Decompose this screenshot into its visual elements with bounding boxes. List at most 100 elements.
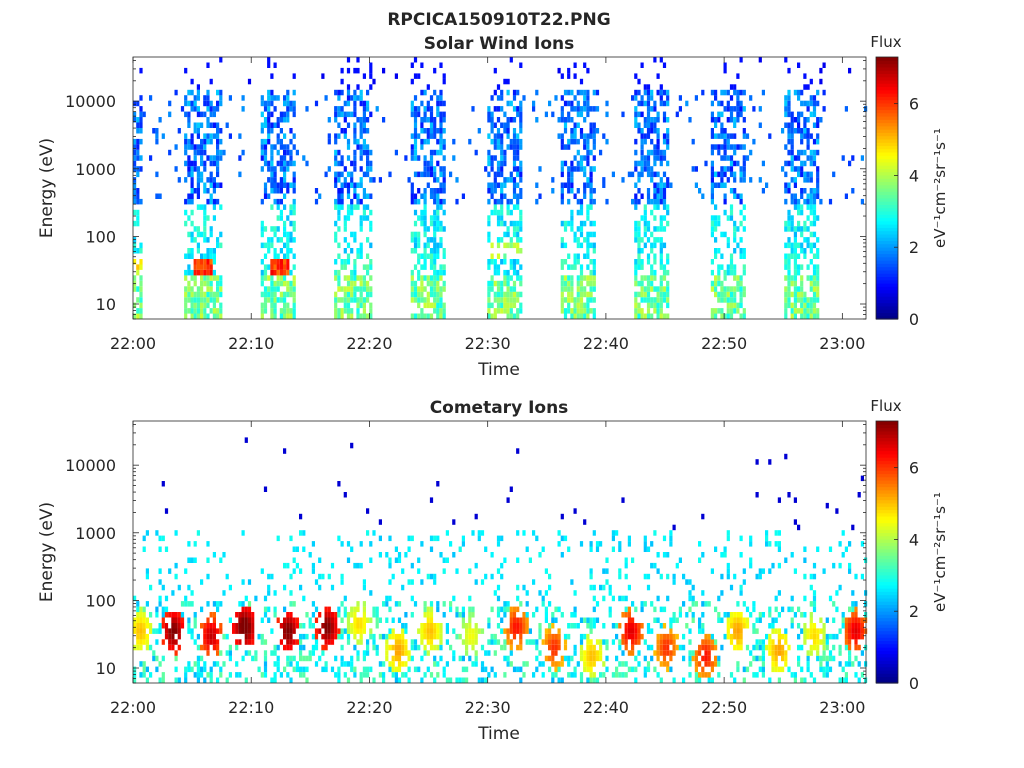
heatmap-cell — [270, 144, 274, 150]
heatmap-cell — [133, 117, 137, 123]
heatmap-cell — [742, 128, 746, 134]
heatmap-cell — [848, 606, 852, 613]
heatmap-cell — [161, 672, 165, 678]
heatmap-cell — [267, 573, 271, 580]
heatmap-cell — [650, 198, 654, 205]
heatmap-cell — [800, 149, 804, 156]
heatmap-cell — [353, 269, 357, 276]
heatmap-cell — [219, 628, 223, 634]
heatmap-cell — [787, 226, 791, 232]
heatmap-cell — [251, 628, 255, 634]
heatmap-cell — [567, 661, 571, 667]
heatmap-cell — [410, 182, 414, 188]
heatmap-cell — [503, 242, 507, 249]
heatmap-cell — [388, 562, 392, 569]
heatmap-cell — [334, 198, 338, 205]
heatmap-cell — [512, 280, 517, 287]
heatmap-cell — [337, 269, 341, 276]
heatmap-cell — [825, 672, 829, 678]
heatmap-cell — [509, 259, 513, 265]
heatmap-cell — [299, 568, 303, 574]
heatmap-cell — [353, 297, 357, 303]
heatmap-cell — [848, 568, 852, 574]
heatmap-cell — [519, 677, 523, 683]
heatmap-cell — [136, 155, 140, 161]
heatmap-cell — [305, 160, 309, 167]
heatmap-cell — [816, 650, 820, 656]
heatmap-cell — [560, 95, 564, 101]
heatmap-cell — [366, 106, 370, 112]
heatmap-cell — [745, 666, 750, 673]
heatmap-cell — [267, 138, 271, 145]
heatmap-cell — [212, 269, 216, 276]
heatmap-cell — [707, 601, 711, 607]
heatmap-cell — [161, 584, 165, 591]
heatmap-cell — [605, 666, 609, 673]
heatmap-cell — [662, 171, 667, 178]
heatmap-cell — [286, 166, 290, 172]
heatmap-cell — [136, 198, 140, 205]
heatmap-cell — [200, 259, 204, 265]
heatmap-cell — [184, 601, 188, 607]
heatmap-cell — [184, 220, 188, 227]
colorbar-segment — [876, 502, 898, 507]
heatmap-cell — [216, 144, 220, 150]
heatmap-cell — [503, 606, 507, 613]
heatmap-cell — [516, 666, 520, 673]
heatmap-cell — [723, 144, 727, 150]
heatmap-cell — [433, 286, 437, 292]
heatmap-cell — [270, 242, 274, 249]
heatmap-cell — [726, 633, 730, 640]
heatmap-cell — [653, 259, 657, 265]
heatmap-cell — [662, 149, 667, 156]
heatmap-cell — [429, 313, 434, 319]
heatmap-cell — [292, 557, 296, 563]
heatmap-cell — [152, 128, 156, 134]
heatmap-cell — [209, 78, 213, 85]
heatmap-cell — [209, 286, 213, 292]
heatmap-cell — [631, 639, 635, 645]
heatmap-cell — [777, 633, 781, 640]
heatmap-cell — [650, 95, 654, 101]
heatmap-cell — [570, 308, 574, 314]
heatmap-cell — [279, 275, 283, 281]
heatmap-cell — [710, 193, 714, 199]
heatmap-cell — [506, 297, 510, 303]
heatmap-cell — [803, 628, 807, 634]
heatmap-cell — [579, 633, 584, 640]
heatmap-cell — [410, 111, 414, 118]
heatmap-cell — [369, 67, 373, 74]
heatmap-cell — [267, 117, 271, 123]
heatmap-cell — [474, 633, 478, 640]
heatmap-cell — [755, 628, 759, 634]
heatmap-cell — [436, 275, 440, 281]
heatmap-cell — [579, 89, 584, 96]
heatmap-cell — [551, 612, 555, 618]
heatmap-cell — [369, 590, 373, 596]
heatmap-cell — [490, 95, 494, 101]
heatmap-cell — [433, 149, 437, 156]
heatmap-cell — [289, 280, 293, 287]
heatmap-cell — [519, 220, 523, 227]
heatmap-cell — [579, 242, 584, 249]
heatmap-cell — [650, 89, 654, 96]
heatmap-cell — [267, 100, 271, 107]
heatmap-cell — [299, 623, 303, 629]
heatmap-cell — [646, 280, 651, 287]
heatmap-cell — [286, 639, 290, 645]
heatmap-cell — [292, 275, 296, 281]
heatmap-cell — [666, 297, 670, 303]
heatmap-cell — [203, 237, 207, 243]
heatmap-cell — [816, 264, 820, 270]
heatmap-cell — [263, 160, 268, 167]
heatmap-cell — [519, 226, 523, 232]
heatmap-cell — [669, 666, 673, 673]
heatmap-cell — [174, 166, 178, 172]
heatmap-cell — [675, 111, 679, 118]
heatmap-cell — [548, 100, 552, 107]
heatmap-cell — [439, 291, 443, 298]
heatmap-cell — [822, 650, 826, 656]
heatmap-cell — [334, 89, 338, 96]
heatmap-cell — [429, 535, 434, 542]
heatmap-cell — [567, 302, 571, 309]
